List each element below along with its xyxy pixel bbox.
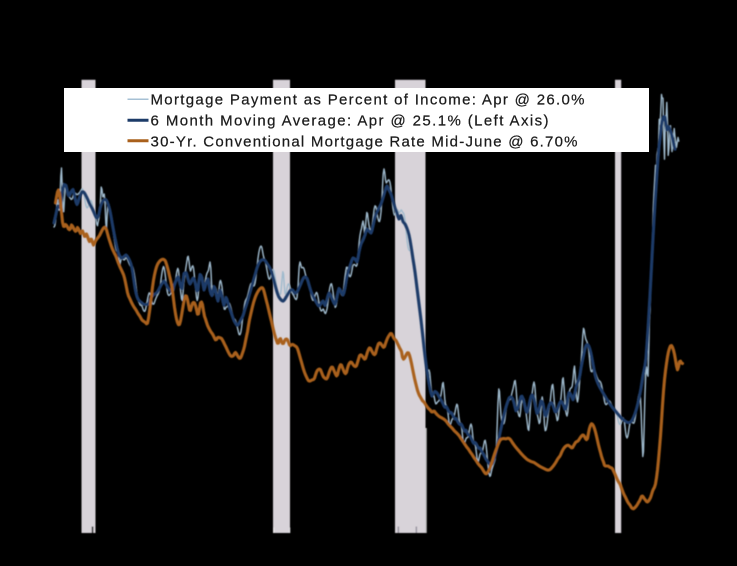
- svg-text:30-Yr. Conventional Mortgage R: 30-Yr. Conventional Mortgage Rate Mid-Ju…: [151, 133, 578, 150]
- svg-text:6 Month Moving Average: Apr @: 6 Month Moving Average: Apr @ 25.1% (Lef…: [151, 113, 549, 130]
- svg-text:Mortgage Payment as Percent of: Mortgage Payment as Percent of Income: A…: [151, 92, 585, 109]
